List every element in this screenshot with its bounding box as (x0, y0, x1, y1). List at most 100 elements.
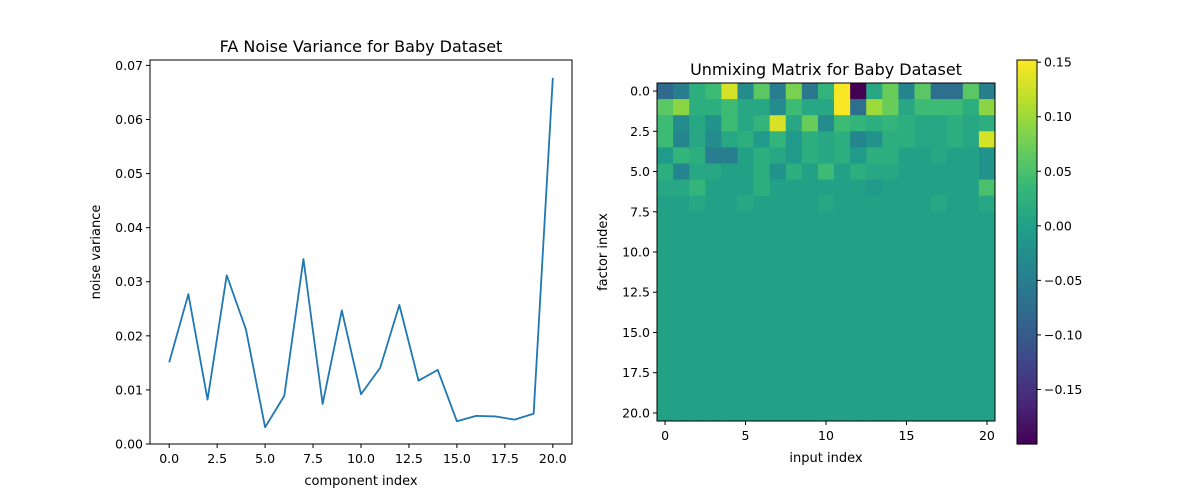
heatmap-x-tick-label: 10 (818, 428, 834, 443)
heatmap-cell (914, 211, 932, 229)
heatmap-cell (705, 260, 722, 277)
heatmap-cell (817, 227, 835, 245)
heatmap-cell (721, 243, 738, 261)
heatmap-cell (657, 372, 674, 390)
heatmap-y-tick-label: 5.0 (630, 164, 650, 179)
noise-variance-series-line (168, 77, 554, 429)
heatmap-cell (753, 163, 771, 181)
colorbar-strip (1017, 80, 1037, 85)
colorbar-strip (1017, 148, 1037, 153)
heatmap-cell (834, 243, 851, 261)
heatmap-cell (817, 115, 835, 132)
heatmap-cell (689, 115, 706, 132)
heatmap-x-tick-label: 15 (899, 428, 915, 443)
colorbar-tick-label: −0.15 (1044, 382, 1082, 397)
heatmap-cell (930, 243, 948, 261)
heatmap-cell (785, 356, 803, 374)
colorbar-strip (1017, 124, 1037, 129)
heatmap-cell (978, 163, 996, 181)
heatmap-cell (898, 131, 916, 148)
heatmap-cell (946, 388, 964, 406)
heatmap-cell (657, 115, 674, 132)
heatmap-cell (834, 211, 851, 229)
colorbar-strip (1017, 196, 1037, 201)
heatmap-cell (753, 324, 771, 342)
heatmap-cell (705, 276, 722, 293)
heatmap-y-tick-label: 10.0 (622, 245, 650, 260)
colorbar-strip (1017, 132, 1037, 137)
heatmap-cell (673, 227, 690, 245)
colorbar-strip (1017, 244, 1037, 249)
heatmap-cell (817, 356, 835, 374)
heatmap-cell (705, 99, 722, 116)
heatmap-cell (866, 372, 883, 390)
colorbar-strip (1017, 288, 1037, 293)
colorbar-strip (1017, 92, 1037, 97)
line-x-tick-label: 7.5 (303, 451, 323, 466)
heatmap-y-tick-label: 12.5 (622, 285, 650, 300)
heatmap-cell (769, 131, 787, 148)
heatmap-cell (689, 308, 706, 325)
heatmap-cell (850, 227, 867, 245)
heatmap-cell (753, 99, 771, 116)
colorbar-strip (1017, 120, 1037, 125)
heatmap-cell (866, 324, 883, 342)
heatmap-cell (817, 308, 835, 325)
heatmap-cell (866, 292, 883, 309)
colorbar-strip (1017, 344, 1037, 349)
heatmap-cell (753, 260, 771, 277)
heatmap-cell (834, 131, 851, 148)
heatmap-cell (962, 292, 980, 309)
heatmap-cell (962, 388, 980, 406)
line-y-tick-label: 0.03 (115, 274, 143, 289)
heatmap-cell (721, 404, 738, 422)
heatmap-cell (850, 276, 867, 293)
colorbar-strip (1017, 296, 1037, 301)
heatmap-cell (850, 356, 867, 374)
heatmap-cell (834, 163, 851, 181)
heatmap-cell (737, 115, 755, 132)
heatmap-x-tick-label: 5 (742, 428, 750, 443)
heatmap-cell (785, 147, 803, 164)
line-y-tick-label: 0.05 (115, 166, 143, 181)
heatmap-x-ticks: 0 5 10 15 20 (661, 421, 995, 443)
colorbar-strip (1017, 176, 1037, 181)
colorbar-strip (1017, 408, 1037, 413)
heatmap-cell (753, 227, 771, 245)
line-x-tick-label: 0.0 (159, 451, 179, 466)
heatmap-cell (785, 131, 803, 148)
heatmap-cell (673, 372, 690, 390)
heatmap-cell (785, 308, 803, 325)
heatmap-cell (705, 227, 722, 245)
heatmap-cell (817, 195, 835, 213)
heatmap-cell (769, 404, 787, 422)
heatmap-cell (657, 147, 674, 164)
heatmap-cell (737, 243, 755, 261)
colorbar-strip (1017, 264, 1037, 269)
heatmap-cell (962, 308, 980, 325)
colorbar-strip (1017, 256, 1037, 261)
colorbar-strip (1017, 388, 1037, 393)
heatmap-cell (801, 83, 819, 100)
heatmap-cell (978, 227, 996, 245)
heatmap-cell (769, 340, 787, 358)
heatmap-cell (834, 324, 851, 342)
heatmap-cell (834, 179, 851, 197)
colorbar-strip (1017, 336, 1037, 341)
colorbar-strip (1017, 332, 1037, 337)
colorbar-strip (1017, 324, 1037, 329)
heatmap-cell (673, 211, 690, 229)
heatmap-cell (817, 324, 835, 342)
heatmap-cell (737, 211, 755, 229)
heatmap-cell (866, 308, 883, 325)
heatmap-cell (657, 388, 674, 406)
heatmap-cell (673, 308, 690, 325)
heatmap-cell (705, 388, 722, 406)
heatmap-cell (866, 260, 883, 277)
colorbar-tick-label: 0.10 (1044, 109, 1072, 124)
heatmap-cell (769, 99, 787, 116)
heatmap-cell (689, 147, 706, 164)
heatmap-cell (721, 131, 738, 148)
heatmap-cell (817, 243, 835, 261)
heatmap-cell (946, 276, 964, 293)
